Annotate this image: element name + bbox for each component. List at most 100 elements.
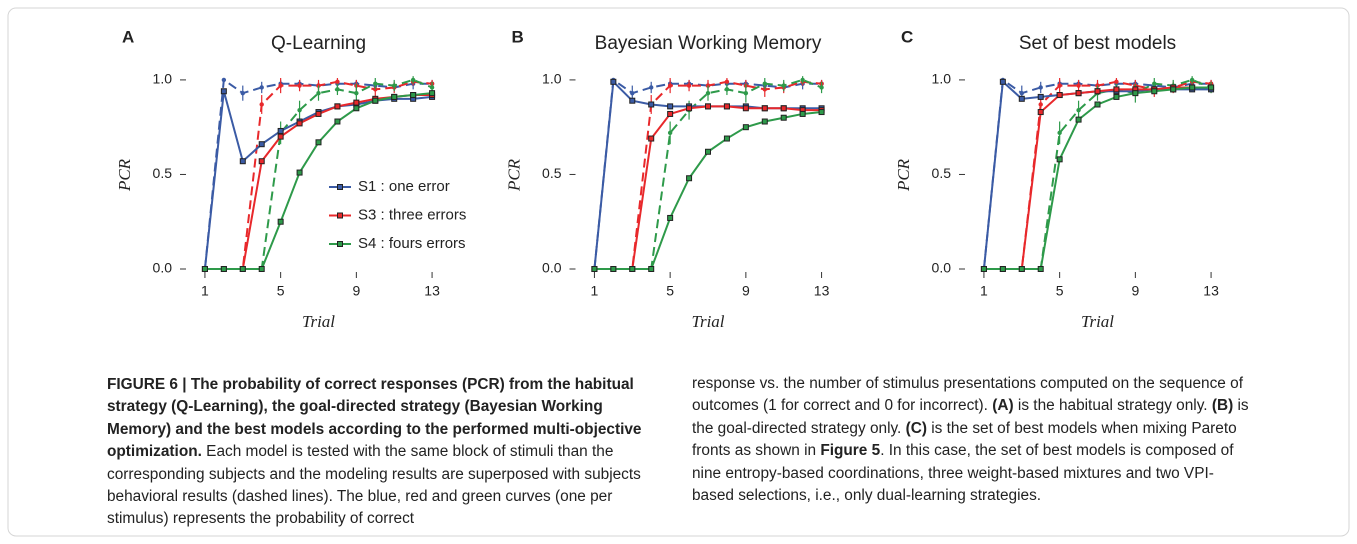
model-point bbox=[277, 218, 284, 225]
model-point bbox=[258, 158, 265, 165]
subject-point bbox=[1114, 79, 1119, 85]
model-point bbox=[1170, 86, 1177, 93]
y-tick-label: 0.0 bbox=[153, 260, 173, 276]
model-point bbox=[220, 88, 227, 95]
y-tick-label: 0.5 bbox=[542, 165, 562, 181]
model-point bbox=[1056, 92, 1063, 99]
model-point bbox=[1075, 90, 1082, 97]
model-point bbox=[1208, 84, 1215, 91]
subject-point bbox=[316, 90, 321, 96]
model-point bbox=[1094, 88, 1101, 95]
y-tick-label: 1.0 bbox=[932, 71, 952, 87]
model-point bbox=[742, 124, 749, 131]
subject-point bbox=[819, 85, 824, 90]
subject-point bbox=[1057, 130, 1062, 136]
model-point bbox=[201, 266, 208, 272]
legend-marker bbox=[337, 241, 343, 247]
model-point bbox=[761, 105, 768, 112]
subject-point bbox=[1076, 107, 1081, 113]
caption-bold-text: Figure 5 bbox=[816, 442, 881, 460]
subject-point bbox=[724, 87, 730, 92]
model-point bbox=[667, 103, 674, 110]
model-line bbox=[594, 105, 822, 270]
panel-label: C bbox=[901, 27, 913, 46]
subject-line bbox=[982, 78, 1212, 270]
subject-point bbox=[1038, 102, 1043, 107]
subject-point bbox=[762, 81, 767, 86]
subject-point bbox=[221, 77, 227, 83]
x-tick-label: 13 bbox=[424, 283, 440, 299]
x-axis-label: Trial bbox=[691, 312, 724, 331]
model-point bbox=[372, 97, 379, 104]
subject-point bbox=[392, 83, 397, 88]
model-point bbox=[429, 90, 436, 97]
caption-text: is the habitual strategy only. bbox=[1013, 397, 1208, 415]
model-point bbox=[723, 135, 730, 142]
subject-point bbox=[278, 83, 283, 88]
model-point bbox=[780, 105, 787, 112]
model-point bbox=[648, 101, 655, 108]
model-point bbox=[220, 266, 227, 272]
subject-point bbox=[1038, 85, 1043, 90]
caption-bold-text: (B) bbox=[1207, 397, 1234, 415]
legend-label: S1 : one error bbox=[358, 178, 450, 195]
legend-label: S4 : fours errors bbox=[358, 235, 466, 252]
model-point bbox=[799, 110, 806, 117]
model-point bbox=[1018, 266, 1025, 272]
subject-point bbox=[1152, 81, 1157, 86]
model-point bbox=[1037, 266, 1044, 272]
model-point bbox=[1189, 84, 1196, 91]
panel-label: B bbox=[512, 27, 524, 46]
y-tick-label: 0.5 bbox=[153, 165, 173, 181]
model-point bbox=[296, 120, 303, 127]
subject-point bbox=[781, 83, 786, 88]
subject-point bbox=[259, 85, 264, 90]
model-point bbox=[258, 141, 265, 148]
model-point bbox=[818, 109, 825, 116]
subject-point bbox=[240, 90, 245, 96]
caption-bold-text: FIGURE 6 | The probability of correct re… bbox=[107, 376, 642, 461]
caption-text: is the set of best models when mixing Pa… bbox=[692, 419, 1237, 460]
y-tick-label: 0.0 bbox=[932, 260, 952, 276]
model-point bbox=[761, 118, 768, 125]
model-line bbox=[594, 111, 822, 270]
model-point bbox=[648, 135, 655, 142]
model-point bbox=[705, 148, 711, 155]
subject-line bbox=[594, 80, 822, 270]
x-tick-label: 1 bbox=[591, 283, 599, 299]
model-point bbox=[315, 139, 322, 146]
subject-point bbox=[667, 83, 673, 88]
model-point bbox=[1037, 93, 1044, 100]
model-line bbox=[593, 79, 822, 270]
model-point bbox=[334, 118, 341, 125]
x-tick-label: 1 bbox=[201, 283, 209, 299]
chart-title: Bayesian Working Memory bbox=[595, 33, 822, 54]
model-point bbox=[667, 110, 674, 117]
subject-point bbox=[259, 102, 264, 107]
model-point bbox=[410, 92, 417, 99]
y-tick-label: 0.0 bbox=[542, 260, 562, 276]
model-point bbox=[1151, 88, 1158, 95]
model-point bbox=[629, 97, 636, 104]
model-line bbox=[983, 86, 1212, 270]
model-point bbox=[629, 266, 636, 272]
subject-line bbox=[983, 78, 1212, 270]
subject-point bbox=[354, 90, 359, 96]
model-point bbox=[610, 266, 617, 272]
model-point bbox=[723, 103, 730, 110]
subject-point bbox=[429, 85, 435, 90]
x-tick-label: 9 bbox=[1131, 283, 1139, 299]
x-tick-label: 5 bbox=[666, 283, 674, 299]
subject-point bbox=[743, 90, 749, 96]
model-line bbox=[982, 79, 1212, 270]
model-point bbox=[239, 266, 246, 272]
model-point bbox=[391, 93, 398, 100]
model-point bbox=[1113, 86, 1120, 93]
model-point bbox=[999, 266, 1006, 272]
caption-text: response vs. the number of stimulus pres… bbox=[692, 375, 1243, 415]
model-point bbox=[610, 78, 617, 85]
legend-label: S3 : three errors bbox=[358, 206, 466, 223]
subject-point bbox=[1189, 77, 1195, 83]
